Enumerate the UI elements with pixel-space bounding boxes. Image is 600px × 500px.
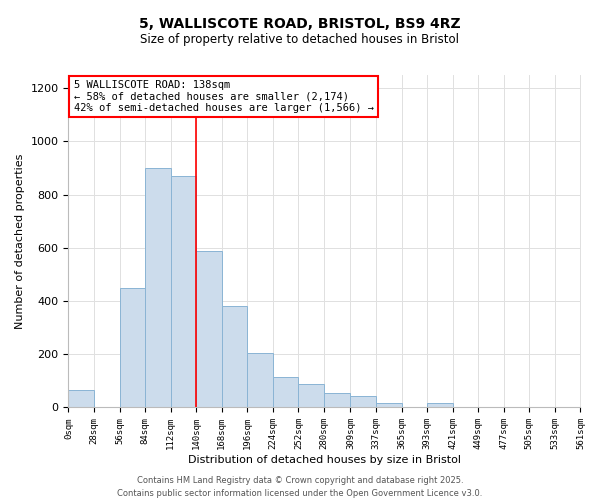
Text: Contains HM Land Registry data © Crown copyright and database right 2025.
Contai: Contains HM Land Registry data © Crown c… — [118, 476, 482, 498]
Bar — [68, 390, 94, 407]
Y-axis label: Number of detached properties: Number of detached properties — [15, 154, 25, 329]
Bar — [298, 384, 324, 407]
Bar — [119, 288, 145, 408]
Bar — [247, 353, 273, 408]
Bar — [145, 168, 170, 408]
Text: 5 WALLISCOTE ROAD: 138sqm
← 58% of detached houses are smaller (2,174)
42% of se: 5 WALLISCOTE ROAD: 138sqm ← 58% of detac… — [74, 80, 374, 113]
Text: 5, WALLISCOTE ROAD, BRISTOL, BS9 4RZ: 5, WALLISCOTE ROAD, BRISTOL, BS9 4RZ — [139, 18, 461, 32]
Bar — [170, 176, 196, 408]
Bar — [196, 250, 222, 408]
Bar — [427, 404, 453, 407]
Bar — [324, 393, 350, 407]
Bar — [222, 306, 247, 408]
X-axis label: Distribution of detached houses by size in Bristol: Distribution of detached houses by size … — [188, 455, 461, 465]
Bar — [273, 377, 298, 408]
Bar — [350, 396, 376, 407]
Bar — [376, 404, 401, 407]
Text: Size of property relative to detached houses in Bristol: Size of property relative to detached ho… — [140, 32, 460, 46]
